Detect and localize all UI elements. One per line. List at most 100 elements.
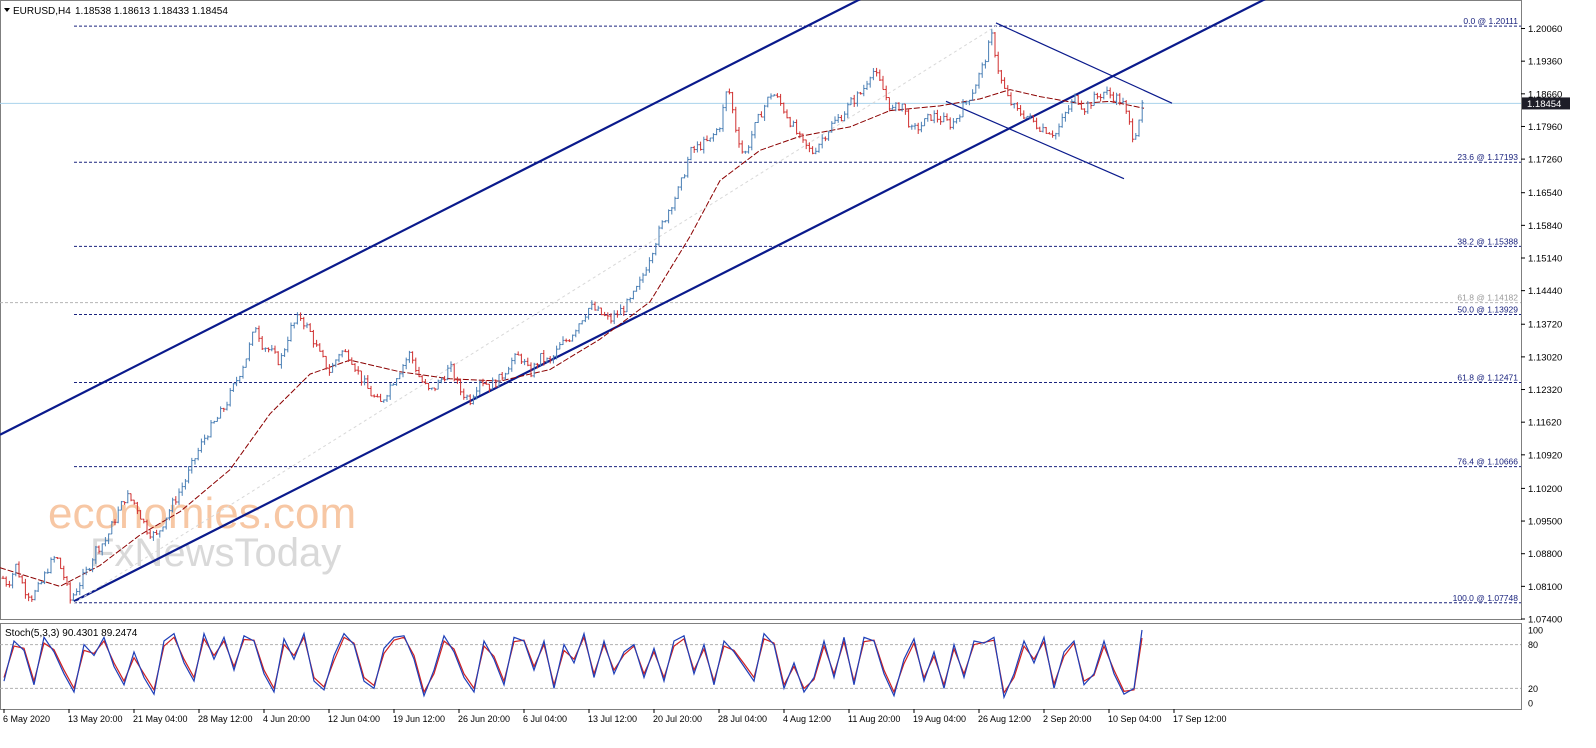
candle xyxy=(855,91,859,107)
falling-upper-line[interactable] xyxy=(995,22,1173,104)
candle xyxy=(510,357,514,372)
candle xyxy=(68,582,72,604)
candle xyxy=(737,127,741,148)
candle xyxy=(78,582,82,596)
candle xyxy=(17,561,21,578)
candle xyxy=(948,117,952,130)
candle xyxy=(967,99,971,106)
candle xyxy=(107,533,111,545)
candle xyxy=(756,113,760,124)
candle xyxy=(1140,100,1144,123)
candle xyxy=(727,88,731,95)
y-tick-label: 1.19360 xyxy=(1528,57,1562,68)
chart-header: EURUSD,H4 1.18538 1.18613 1.18433 1.1845… xyxy=(4,6,228,17)
candle xyxy=(1070,99,1074,112)
falling-lower-line[interactable] xyxy=(945,100,1125,180)
candle xyxy=(695,141,699,153)
x-tick-label: 12 Jun 04:00 xyxy=(328,714,380,724)
y-tick-label: 1.13720 xyxy=(1528,320,1562,331)
candle xyxy=(849,96,853,106)
candle xyxy=(126,490,130,504)
y-tick-label: 1.15840 xyxy=(1528,221,1562,232)
candle xyxy=(487,383,491,393)
candle xyxy=(619,304,623,316)
candle xyxy=(823,136,827,142)
watermark-line-2: FxNewsToday xyxy=(90,531,341,575)
candle xyxy=(734,106,738,133)
candle xyxy=(897,102,901,111)
candle xyxy=(1022,110,1026,120)
candle xyxy=(129,493,133,502)
channel-upper-line[interactable] xyxy=(0,0,898,436)
y-tick-label: 1.15140 xyxy=(1528,253,1562,264)
candle xyxy=(507,366,511,375)
candle xyxy=(811,146,815,155)
y-tick-label: 1.13020 xyxy=(1528,352,1562,363)
candle xyxy=(372,394,376,398)
channel-lower-line[interactable] xyxy=(73,0,1302,603)
candle xyxy=(347,349,351,362)
candle xyxy=(1051,130,1055,138)
candle xyxy=(961,99,965,118)
candle xyxy=(1025,115,1029,119)
candle xyxy=(145,519,149,535)
candle xyxy=(439,377,443,384)
x-tick-label: 10 Sep 04:00 xyxy=(1108,714,1162,724)
trendlines[interactable] xyxy=(0,0,1302,604)
candle xyxy=(449,361,453,373)
candle xyxy=(414,357,418,373)
candle xyxy=(1054,132,1058,140)
candle xyxy=(801,133,805,143)
candle xyxy=(1009,92,1013,106)
candle xyxy=(503,372,507,380)
candle xyxy=(340,350,344,358)
candle xyxy=(327,364,331,376)
candle xyxy=(14,563,18,577)
candle xyxy=(555,345,559,360)
candle xyxy=(599,307,603,316)
candle xyxy=(747,145,751,154)
candle xyxy=(244,358,248,368)
x-tick-label: 4 Aug 12:00 xyxy=(783,714,831,724)
candle xyxy=(385,394,389,403)
candle xyxy=(292,322,296,329)
candle xyxy=(561,336,565,346)
candle xyxy=(366,375,370,389)
candle xyxy=(1015,102,1019,111)
candle xyxy=(1035,117,1039,130)
candle xyxy=(1047,132,1051,135)
candle xyxy=(119,500,123,511)
candle xyxy=(196,447,200,461)
candle xyxy=(1028,113,1032,120)
candle xyxy=(283,348,287,357)
candle xyxy=(1057,123,1061,137)
candle xyxy=(222,407,226,412)
candle xyxy=(97,545,101,554)
candle xyxy=(1067,105,1071,115)
candle xyxy=(91,558,95,573)
candle xyxy=(20,574,24,584)
candle xyxy=(343,349,347,353)
stoch-y-label: 80 xyxy=(1528,640,1538,650)
candle xyxy=(193,458,197,465)
y-tick-label: 1.08100 xyxy=(1528,582,1562,593)
candle xyxy=(1089,102,1093,109)
candle xyxy=(798,131,802,139)
candle xyxy=(337,353,341,363)
fibonacci-levels: 0.0 @ 1.20111 23.6 @ 1.17193 38.2 @ 1.1538… xyxy=(0,16,1521,604)
collapse-triangle-icon[interactable] xyxy=(4,8,10,12)
candle xyxy=(497,373,501,388)
candle xyxy=(718,127,722,133)
candle xyxy=(1060,113,1064,128)
candle xyxy=(660,220,664,230)
candle xyxy=(833,116,837,124)
candle xyxy=(411,351,415,364)
stoch-panel[interactable] xyxy=(0,623,1522,710)
candle xyxy=(199,438,203,453)
candle xyxy=(942,112,946,123)
candle xyxy=(59,557,63,570)
candle xyxy=(151,531,155,541)
candle xyxy=(148,529,152,539)
fib-level-label: 61.8 @ 1.12471 xyxy=(1457,372,1518,382)
